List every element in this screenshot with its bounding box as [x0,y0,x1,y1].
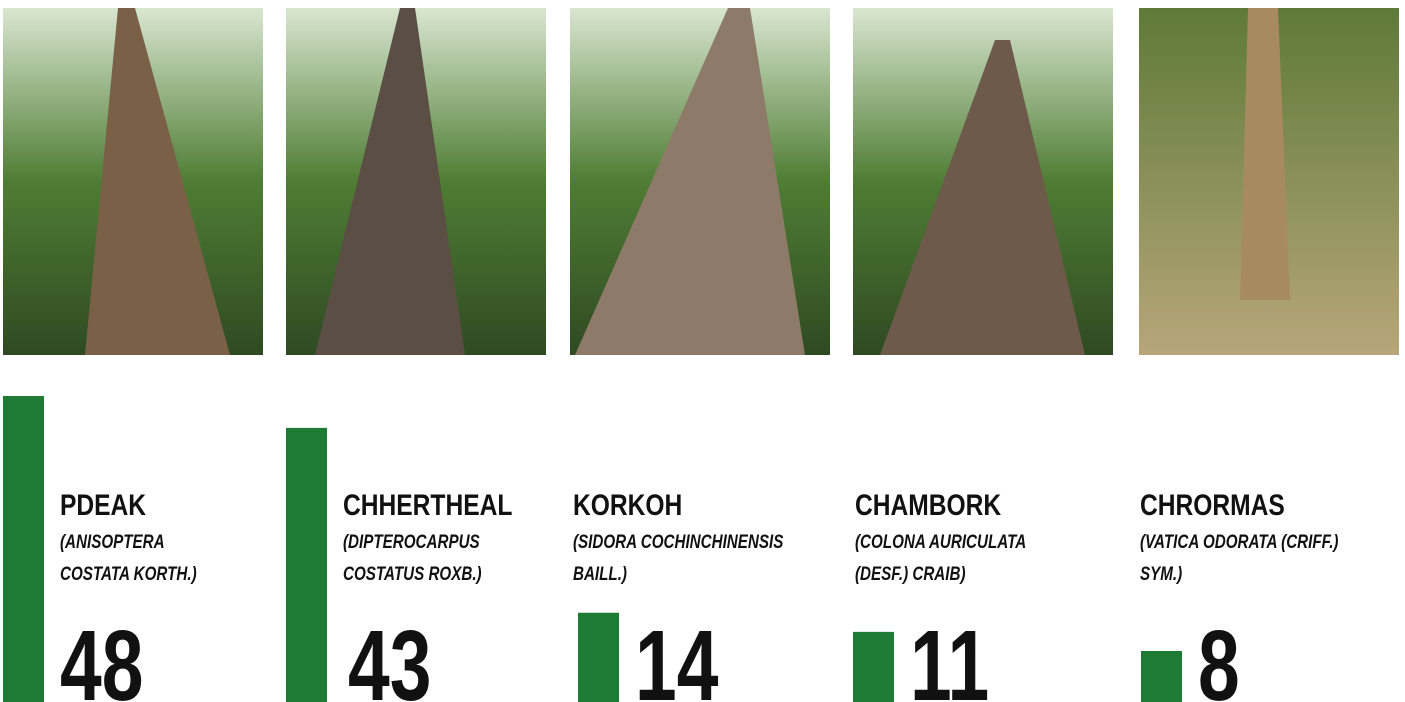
bar [3,396,44,702]
scientific-name: (SIDORA COCHINCHINENSIS [573,530,784,552]
scientific-name: (DIPTEROCARPUS [343,530,480,552]
tree-name: CHRORMAS [1140,488,1285,522]
tree-name: CHAMBORK [855,488,1001,522]
scientific-name: COSTATA KORTH.) [60,562,197,584]
bar [853,632,894,702]
scientific-name: (COLONA AURICULATA [855,530,1026,552]
bar [286,428,327,702]
chart: PDEAK (ANISOPTERA COSTATA KORTH.) 48 CHHERTH… [0,0,1405,702]
scientific-name: (ANISOPTERA [60,530,165,552]
tree-name: CHHERTHEAL [343,488,512,522]
tree-name: KORKOH [573,488,682,522]
scientific-name: BAILL.) [573,562,627,584]
count: 14 [635,609,718,702]
scientific-name: (DESF.) CRAIB) [855,562,966,584]
page: PDEAK (ANISOPTERA COSTATA KORTH.) 48 CHHERTH… [0,0,1405,702]
count: 43 [348,609,431,702]
bar [578,613,619,702]
bar [1141,651,1182,702]
scientific-name: COSTATUS ROXB.) [343,562,482,584]
scientific-name: (VATICA ODORATA (CRIFF.) [1140,530,1339,552]
count: 11 [910,609,989,702]
count: 48 [60,609,143,702]
scientific-name: SYM.) [1140,562,1182,584]
count: 8 [1198,609,1240,702]
tree-name: PDEAK [60,488,146,522]
photos [3,8,1399,355]
